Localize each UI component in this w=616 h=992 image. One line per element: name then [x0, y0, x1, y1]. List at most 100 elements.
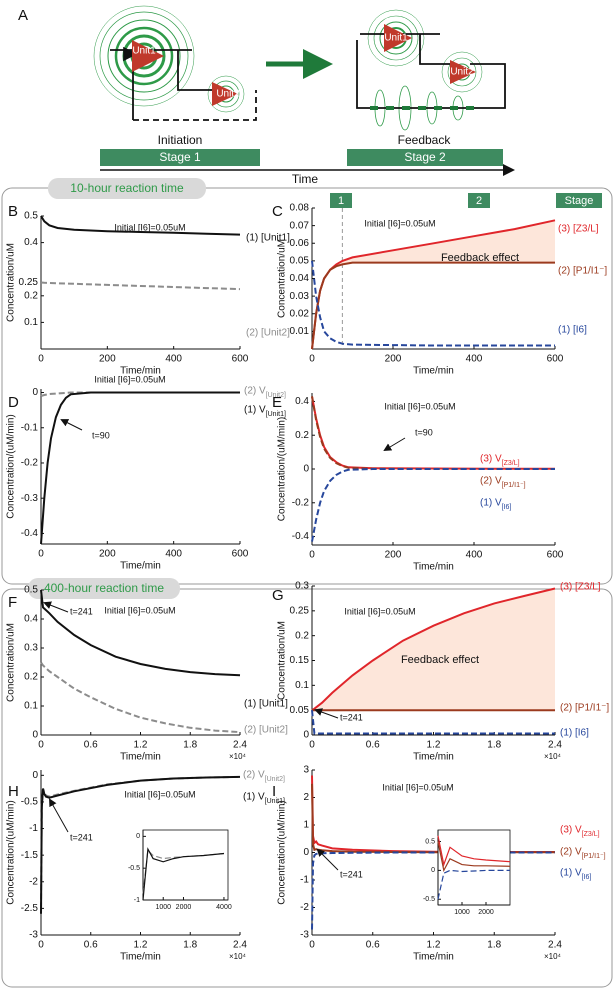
- x-exponent: ×10⁴: [229, 952, 247, 961]
- y-axis-label: Concentration/(uM/min): [6, 414, 17, 518]
- series-line: [40, 661, 241, 734]
- series-line: [311, 710, 555, 735]
- x-tick-label: 1000: [454, 909, 470, 916]
- y-tick-label: -3: [29, 930, 38, 941]
- y-tick-label: 0.2: [295, 630, 309, 641]
- series-line: [437, 835, 511, 867]
- y-tick-label: 0.03: [290, 291, 310, 302]
- y-tick-label: 1: [303, 820, 309, 831]
- y-tick-label: 0.2: [24, 672, 38, 683]
- y-axis-label: Concentration/(uM/min): [277, 800, 288, 904]
- panel-letter: G: [272, 587, 284, 604]
- y-tick-label: 0.1: [295, 680, 309, 691]
- y-tick-label: 0: [136, 833, 140, 840]
- series-line: [311, 260, 555, 347]
- series-line: [437, 841, 511, 873]
- x-tick-label: 1.8: [487, 740, 501, 751]
- annotation: Initial [I6]=0.05uM: [364, 218, 435, 228]
- legend-subscript: [Unit2]: [266, 392, 286, 399]
- y-tick-label: 0: [32, 387, 38, 398]
- y-tick-label: 0.2: [295, 430, 309, 441]
- y-tick-label: -2.5: [21, 903, 39, 914]
- y-axis-label: Concentration/uM: [6, 243, 17, 322]
- x-tick-label: 1.2: [427, 740, 441, 751]
- x-tick-label: 600: [547, 550, 564, 561]
- y-tick-label: 0.2: [24, 290, 38, 301]
- annotation: Initial [I6]=0.05uM: [382, 782, 453, 792]
- x-axis-label: Time/min: [120, 366, 161, 377]
- y-tick-label: 0: [303, 730, 309, 741]
- legend-label: (3) V: [560, 825, 582, 836]
- marker-arrow: [60, 419, 83, 431]
- series-line: [40, 281, 241, 291]
- legend-subscript: [I6]: [502, 504, 512, 511]
- y-axis-label: Concentration/(uM/min): [277, 417, 288, 521]
- x-tick-label: 400: [165, 549, 182, 560]
- panel-letter: A: [18, 7, 28, 24]
- legend-label: (1) [Unit1]: [246, 233, 290, 244]
- unit-label: Unit1: [132, 46, 156, 57]
- y-tick-label: -0.2: [21, 458, 39, 469]
- annotation: Initial [I6]=0.05uM: [104, 605, 175, 615]
- y-tick-label: 0.5: [24, 211, 38, 222]
- x-tick-label: 1.8: [487, 940, 501, 951]
- panel-letter: I: [272, 783, 276, 800]
- x-axis-label: Time/min: [120, 561, 161, 572]
- x-tick-label: 0.6: [84, 940, 98, 951]
- x-tick-label: 200: [99, 549, 116, 560]
- x-exponent: ×10⁴: [229, 752, 247, 761]
- x-tick-label: 400: [466, 550, 483, 561]
- inset-frame: [142, 829, 229, 901]
- region-label: Feedback effect: [441, 252, 519, 264]
- y-tick-label: 0.4: [295, 396, 309, 407]
- stage-label: Stage 2: [404, 150, 446, 164]
- x-tick-label: 2.4: [548, 740, 562, 751]
- x-tick-label: 1.2: [134, 740, 148, 751]
- x-tick-label: 4000: [216, 904, 232, 911]
- series-line: [40, 589, 241, 677]
- x-tick-label: 2.4: [548, 940, 562, 951]
- y-tick-label: -1: [29, 823, 38, 834]
- x-tick-label: 1.2: [427, 940, 441, 951]
- legend-label: (1) [I6]: [558, 325, 587, 336]
- x-tick-label: 0: [309, 740, 315, 751]
- feedback-region: [312, 220, 555, 349]
- diagram: A Unit1 Unit2 Unit1 Unit2 Init: [18, 5, 515, 186]
- stage-label: Stage: [565, 195, 594, 207]
- panel-letter: D: [8, 394, 19, 411]
- y-tick-label: -1: [300, 875, 309, 886]
- x-tick-label: 1.8: [183, 740, 197, 751]
- series-line: [40, 775, 241, 914]
- y-tick-label: 0.4: [24, 237, 38, 248]
- y-tick-label: 0.5: [24, 585, 38, 596]
- x-tick-label: 2000: [478, 909, 494, 916]
- y-tick-label: 0: [32, 730, 38, 741]
- y-axis-label: Concentration/uM: [277, 621, 288, 700]
- legend-label: (1) V: [560, 868, 582, 879]
- section-frame: [1, 187, 613, 585]
- y-tick-label: -2: [29, 876, 38, 887]
- y-tick-label: 0.04: [290, 273, 310, 284]
- time-marker: t=90: [415, 427, 433, 437]
- series-line: [40, 215, 241, 236]
- y-tick-label: 0.06: [290, 238, 310, 249]
- x-tick-label: 0: [38, 740, 44, 751]
- x-tick-label: 0: [309, 354, 315, 365]
- y-tick-label: 0.25: [290, 605, 310, 616]
- legend-label: (3) [Z3/L]: [560, 582, 601, 593]
- y-tick-label: 0.05: [290, 705, 310, 716]
- y-tick-label: -0.3: [21, 493, 39, 504]
- legend-label: (2) [Unit2]: [246, 328, 290, 339]
- x-tick-label: 0: [38, 354, 44, 365]
- series-line: [142, 849, 225, 894]
- y-tick-label: 3: [303, 765, 309, 776]
- section-label: 400-hour reaction time: [44, 581, 164, 595]
- x-tick-label: 1000: [155, 904, 171, 911]
- inset-frame: [437, 829, 511, 906]
- signal-rings: [93, 5, 483, 131]
- panel-letter: H: [8, 783, 19, 800]
- legend-label: (2) [Unit2]: [244, 725, 288, 736]
- legend-label: (1) [Unit1]: [244, 699, 288, 710]
- y-tick-label: 0.1: [24, 317, 38, 328]
